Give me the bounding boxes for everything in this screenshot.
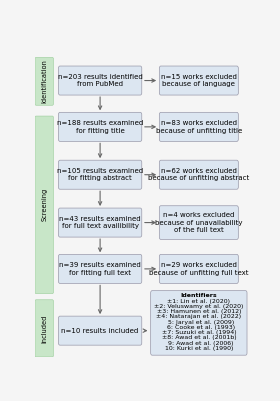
FancyBboxPatch shape [159, 112, 238, 142]
Text: ±8: Awad et al. (2001b): ±8: Awad et al. (2001b) [162, 335, 236, 340]
FancyBboxPatch shape [159, 66, 238, 95]
FancyBboxPatch shape [35, 300, 53, 357]
Text: 9: Awad et al. (2006): 9: Awad et al. (2006) [164, 340, 234, 346]
Text: 6: Cooke et al. (1993): 6: Cooke et al. (1993) [163, 325, 235, 330]
FancyBboxPatch shape [159, 206, 238, 239]
Text: Included: Included [41, 314, 47, 342]
Text: ±1: Lin et al. (2020): ±1: Lin et al. (2020) [167, 299, 230, 304]
Text: n=15 works excluded
because of language: n=15 works excluded because of language [161, 74, 237, 87]
Text: 5: Jaryal et al. (2009): 5: Jaryal et al. (2009) [164, 320, 234, 325]
Text: Screening: Screening [41, 188, 47, 221]
Text: n=39 results examined
for fitting full text: n=39 results examined for fitting full t… [59, 262, 141, 275]
FancyBboxPatch shape [59, 316, 142, 345]
FancyBboxPatch shape [35, 116, 53, 294]
Text: ±3: Hamunen et al. (2012): ±3: Hamunen et al. (2012) [157, 309, 241, 314]
FancyBboxPatch shape [151, 291, 247, 355]
FancyBboxPatch shape [59, 66, 142, 95]
Text: ±2: Veluswamy et al. (2020): ±2: Veluswamy et al. (2020) [154, 304, 244, 309]
FancyBboxPatch shape [35, 57, 53, 105]
FancyBboxPatch shape [59, 112, 142, 142]
Text: Identification: Identification [41, 59, 47, 103]
Text: n=62 works excluded
because of unfitting abstract: n=62 works excluded because of unfitting… [148, 168, 249, 182]
FancyBboxPatch shape [59, 160, 142, 189]
Text: ±7: Suzuki et al. (1994): ±7: Suzuki et al. (1994) [162, 330, 236, 335]
FancyBboxPatch shape [159, 254, 238, 284]
Text: 10: Kurki et al. (1990): 10: Kurki et al. (1990) [165, 346, 233, 351]
FancyBboxPatch shape [59, 208, 142, 237]
Text: n=188 results examined
for fitting title: n=188 results examined for fitting title [57, 120, 143, 134]
Text: n=43 results examined
for full text availibility: n=43 results examined for full text avai… [59, 216, 141, 229]
FancyBboxPatch shape [159, 160, 238, 189]
Text: n=105 results examined
for fitting abstract: n=105 results examined for fitting abstr… [57, 168, 143, 182]
Text: n=29 works excluded
because of unfitting full text: n=29 works excluded because of unfitting… [149, 262, 249, 275]
Text: n=83 works excluded
because of unfitting title: n=83 works excluded because of unfitting… [156, 120, 242, 134]
Text: n=10 results included: n=10 results included [62, 328, 139, 334]
FancyBboxPatch shape [59, 254, 142, 284]
Text: Identifiers: Identifiers [181, 294, 217, 298]
Text: n=203 results identified
from PubMed: n=203 results identified from PubMed [58, 74, 143, 87]
Text: n=4 works excluded
because of unavailability
of the full text: n=4 works excluded because of unavailabi… [155, 212, 242, 233]
Text: ±4: Natarajan et al. (2022): ±4: Natarajan et al. (2022) [156, 314, 241, 320]
